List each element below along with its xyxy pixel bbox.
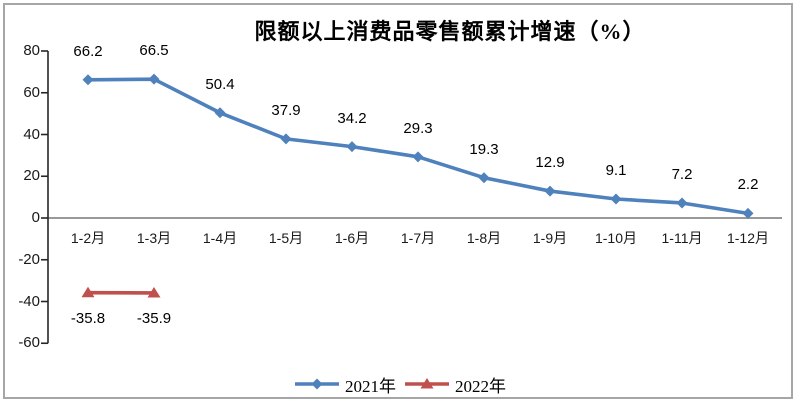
- data-point-triangle-icon: [147, 286, 161, 298]
- data-label-2021年: 37.9: [271, 101, 301, 119]
- x-axis-label: 1-10月: [594, 230, 638, 246]
- x-axis-label: 1-7月: [400, 230, 436, 246]
- data-label-2021年: 66.2: [73, 42, 103, 60]
- data-label-2021年: 9.1: [605, 162, 627, 179]
- series-line-2021年: [86, 77, 750, 216]
- legend-label-2021: 2021年: [345, 376, 396, 396]
- x-axis-label: 1-3月: [136, 230, 172, 246]
- data-point-diamond-icon: [346, 141, 358, 153]
- data-label-2021年: 50.4: [205, 75, 235, 93]
- x-axis-label: 1-11月: [661, 230, 703, 246]
- y-axis-tick-label: 20: [23, 167, 40, 185]
- data-point-diamond-icon: [214, 107, 226, 119]
- data-point-diamond-icon: [280, 133, 292, 145]
- data-point-diamond-icon: [742, 207, 754, 219]
- y-axis-tick-label: -40: [18, 292, 40, 310]
- x-axis-label: 1-5月: [268, 230, 304, 246]
- data-label-2022年: -35.8: [70, 309, 106, 327]
- x-axis-label: 1-2月: [70, 230, 106, 246]
- chart-legend: 2021年 2022年: [0, 372, 800, 396]
- x-axis-label: 1-8月: [466, 230, 502, 246]
- x-axis-label: 1-6月: [334, 230, 370, 246]
- legend-line-triangle-icon: [405, 378, 449, 389]
- legend-label-2022: 2022年: [455, 376, 506, 396]
- legend-item-2022: 2022年: [404, 372, 506, 397]
- data-label-2021年: 66.5: [139, 42, 169, 60]
- data-label-2021年: 12.9: [535, 154, 565, 172]
- y-axis-tick-label: -60: [18, 334, 40, 352]
- y-axis-tick-label: 0: [31, 209, 40, 226]
- x-axis-label: 1-9月: [532, 230, 568, 246]
- legend-item-2021: 2021年: [294, 372, 396, 397]
- y-axis-tick-label: 80: [23, 42, 40, 59]
- data-point-diamond-icon: [148, 73, 160, 85]
- data-label-2021年: 19.3: [469, 140, 499, 158]
- data-point-diamond-icon: [412, 151, 424, 163]
- data-label-2021年: 7.2: [671, 165, 693, 183]
- data-point-triangle-icon: [81, 286, 95, 298]
- x-axis-label: 1-4月: [202, 230, 238, 246]
- legend-line-diamond-icon: [295, 378, 339, 390]
- data-label-2021年: 2.2: [737, 176, 759, 194]
- chart-title: 限额以上消费品零售额累计增速（%）: [254, 19, 646, 44]
- data-point-diamond-icon: [610, 193, 622, 205]
- y-axis-tick-label: 60: [23, 83, 40, 101]
- data-label-2022年: -35.9: [136, 309, 172, 327]
- x-axis-label: 1-12月: [726, 230, 770, 246]
- data-label-2021年: 29.3: [403, 119, 433, 137]
- y-axis-tick-label: 40: [23, 125, 40, 143]
- data-point-diamond-icon: [544, 185, 556, 197]
- data-point-diamond-icon: [676, 197, 688, 209]
- y-axis-tick-label: -20: [18, 250, 40, 268]
- data-label-2021年: 34.2: [337, 109, 367, 127]
- data-point-diamond-icon: [82, 74, 94, 86]
- data-point-diamond-icon: [478, 172, 490, 184]
